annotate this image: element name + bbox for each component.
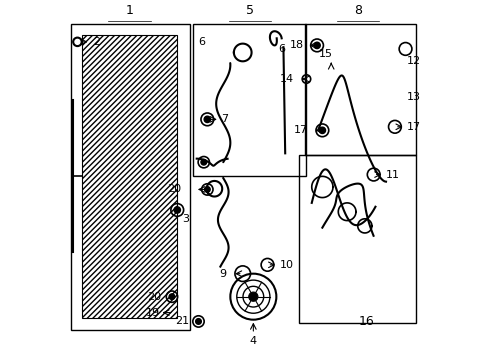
- Text: 14: 14: [279, 74, 293, 84]
- Circle shape: [195, 319, 201, 324]
- Text: 15: 15: [318, 49, 332, 59]
- Text: 7: 7: [221, 114, 228, 124]
- Circle shape: [75, 39, 80, 44]
- Circle shape: [73, 37, 82, 46]
- Text: 10: 10: [279, 260, 293, 270]
- Text: 4: 4: [249, 336, 256, 346]
- Text: 16: 16: [358, 315, 374, 328]
- Circle shape: [319, 127, 325, 134]
- Text: 20: 20: [166, 184, 181, 194]
- Text: 21: 21: [175, 316, 189, 327]
- Bar: [193, 24, 306, 176]
- Circle shape: [203, 116, 210, 122]
- Text: 5: 5: [245, 4, 253, 17]
- Circle shape: [201, 159, 206, 165]
- Bar: [304, 24, 415, 155]
- Circle shape: [174, 207, 180, 213]
- Text: 19: 19: [145, 307, 159, 318]
- Text: 9: 9: [219, 269, 226, 279]
- Text: 20: 20: [147, 292, 161, 302]
- Bar: [71, 24, 189, 330]
- Text: 13: 13: [406, 92, 420, 102]
- Circle shape: [248, 292, 258, 301]
- Text: 1: 1: [125, 4, 133, 17]
- Text: 2: 2: [93, 37, 100, 47]
- Text: 6: 6: [278, 44, 285, 54]
- Circle shape: [313, 42, 320, 49]
- Circle shape: [169, 294, 174, 300]
- Circle shape: [204, 186, 210, 192]
- Text: 18: 18: [289, 40, 304, 50]
- Text: 6: 6: [198, 37, 205, 47]
- Text: 3: 3: [182, 214, 189, 224]
- Text: 12: 12: [406, 56, 420, 66]
- Bar: [81, 35, 177, 318]
- Text: 11: 11: [386, 170, 399, 180]
- Text: 8: 8: [353, 4, 361, 17]
- Bar: [299, 155, 415, 323]
- Text: 17: 17: [406, 122, 420, 132]
- Text: 17: 17: [293, 125, 307, 135]
